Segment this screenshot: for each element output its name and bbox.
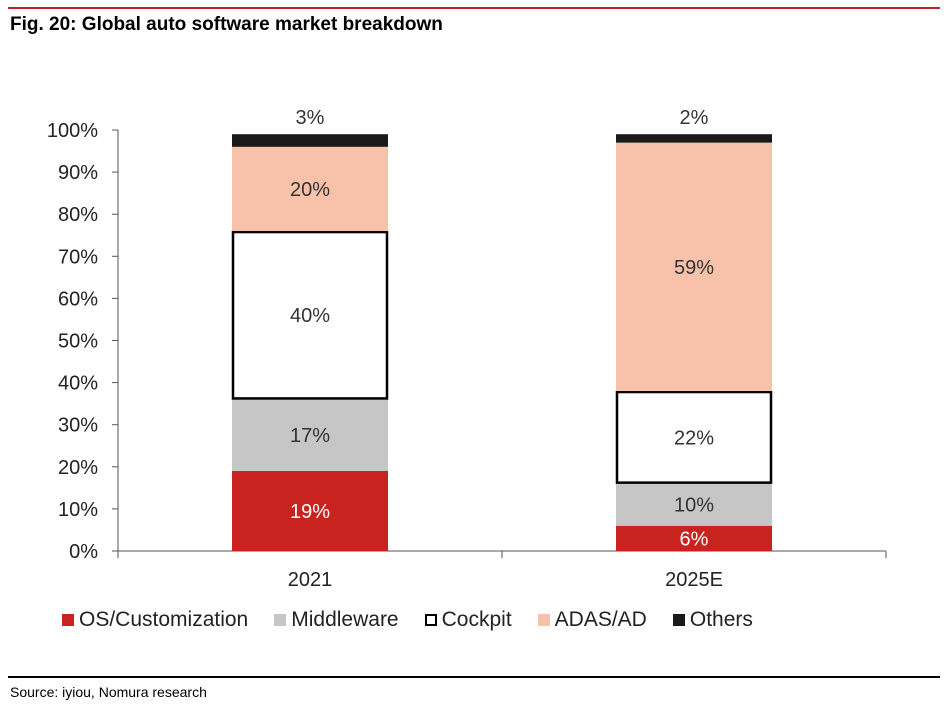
- y-tick-label: 10%: [58, 499, 98, 521]
- data-label: 6%: [680, 528, 709, 550]
- bar-segment-others-2025e: [616, 134, 772, 143]
- bar-segment-cockpit-2025e: [615, 390, 773, 484]
- y-tick-label: 60%: [58, 288, 98, 310]
- bar-segment-cockpit-2021: [231, 230, 389, 400]
- y-tick-label: 90%: [58, 162, 98, 184]
- legend-label: Cockpit: [441, 608, 512, 631]
- legend-label: Others: [689, 608, 753, 631]
- data-label: 10%: [674, 495, 714, 517]
- data-label: 59%: [674, 257, 714, 279]
- bar-segment-os-customization-2025e: [616, 525, 772, 551]
- x-axis: 2021 2025E: [117, 550, 887, 591]
- bar-segment-adas-ad-2021: [232, 146, 388, 232]
- data-labels: 19% 17% 40% 20% 3% 6% 10% 22% 59% 2%: [290, 107, 714, 550]
- legend-swatch: [537, 614, 550, 626]
- bar-segment-middleware-2025e: [616, 483, 772, 526]
- data-label: 17%: [290, 425, 330, 447]
- legend-label: OS/Customization: [79, 608, 249, 631]
- legend-swatch: [424, 614, 437, 626]
- bar-segment-others-2021: [232, 134, 388, 147]
- y-tick-label: 50%: [58, 331, 98, 353]
- legend-item-others: Others: [672, 608, 753, 632]
- figure-title: Fig. 20: Global auto software market bre…: [10, 14, 443, 35]
- y-tick-label: 100%: [47, 120, 98, 142]
- y-tick-label: 80%: [58, 204, 98, 226]
- y-tick-label: 70%: [58, 246, 98, 268]
- x-tick-label: 2021: [288, 569, 333, 591]
- data-label: 20%: [290, 179, 330, 201]
- data-label: 3%: [296, 107, 325, 129]
- data-label: 40%: [290, 305, 330, 327]
- y-axis: 0% 10% 20% 30% 40% 50% 60% 70% 80% 90% 100%: [47, 120, 119, 563]
- bar-segment-adas-ad-2025e: [616, 142, 772, 392]
- stacked-bar-chart: 0%10%20%30%40%50%60%70%80%90%100% 2021 20…: [47, 107, 887, 591]
- y-tick-label: 40%: [58, 373, 98, 395]
- top-rule: [8, 7, 940, 9]
- bottom-rule: [8, 676, 940, 678]
- legend-label: Middleware: [291, 608, 399, 631]
- x-tick-label: 2025E: [665, 569, 723, 591]
- y-tick-label: 20%: [58, 457, 98, 479]
- bar-segment-os-customization-2021: [232, 471, 388, 551]
- legend-item-middleware: Middleware: [274, 608, 399, 632]
- data-label: 2%: [680, 107, 709, 129]
- y-tick-label: 0%: [69, 541, 98, 563]
- y-tick-label: 30%: [58, 415, 98, 437]
- legend-swatch: [274, 614, 287, 626]
- bar-segment-middleware-2021: [232, 399, 388, 472]
- legend-label: ADAS/AD: [554, 608, 647, 631]
- legend: OS/Customization Middleware Cockpit ADAS/AD…: [62, 608, 779, 632]
- legend-swatch: [62, 614, 74, 626]
- source-note: Source: iyiou, Nomura research: [10, 684, 207, 700]
- data-label: 19%: [290, 501, 330, 523]
- legend-item-os-customization: OS/Customization: [62, 608, 248, 632]
- bars: [231, 134, 773, 551]
- data-label: 22%: [674, 427, 714, 449]
- legend-swatch: [672, 614, 685, 626]
- legend-item-adas-ad: ADAS/AD: [537, 608, 647, 632]
- legend-item-cockpit: Cockpit: [424, 608, 512, 632]
